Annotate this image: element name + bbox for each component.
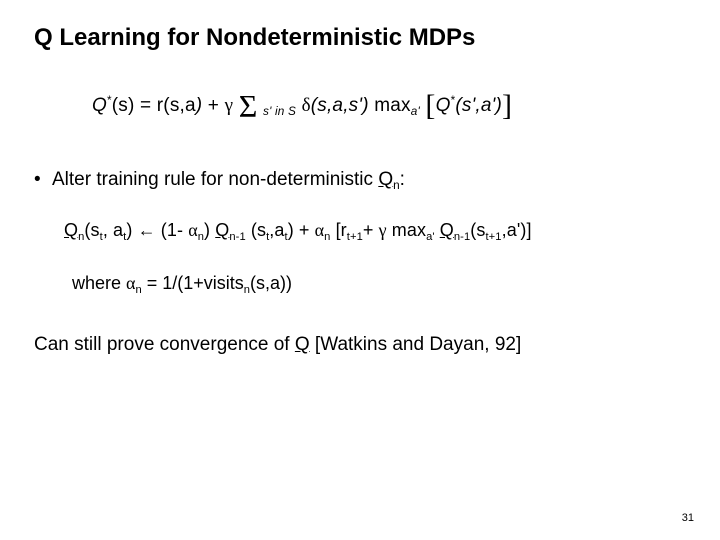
where-post: (s,a)) <box>250 273 292 293</box>
rule-nm1a: n-1 <box>229 231 245 243</box>
where-pre: where <box>72 273 126 293</box>
delta-symbol: δ <box>302 95 311 116</box>
bullet-alter-rule: •Alter training rule for non-determinist… <box>34 169 686 192</box>
eq-q2args: (s',a') <box>455 95 502 116</box>
bullet-Q: Q <box>378 169 393 190</box>
rule-comma-a2: ,a <box>269 220 284 240</box>
rule-tp1b: t+1 <box>485 231 501 243</box>
rule-args3: (s <box>470 220 485 240</box>
rule-nm1b: n-1 <box>454 231 470 243</box>
rule-args2: (s <box>246 220 266 240</box>
conv-cite: [Watkins and Dayan, 92] <box>310 334 522 355</box>
eq-plus: + <box>202 95 224 116</box>
sigma-symbol: Σ <box>239 88 258 124</box>
rule-plus: ) + <box>288 220 315 240</box>
where-mid: = 1/(1+visits <box>142 273 244 293</box>
eq-max: max <box>374 95 411 116</box>
rule-max: max <box>387 220 426 240</box>
convergence-line: Can still prove convergence of Q [Watkin… <box>34 334 686 356</box>
gamma-symbol-2: γ <box>379 220 387 240</box>
rule-args1: (s <box>84 220 99 240</box>
eq-eqr: = r(s,a <box>135 95 196 116</box>
gamma-symbol: γ <box>225 95 234 116</box>
right-bracket-icon: ] <box>502 89 512 122</box>
max-sub: a' <box>411 105 420 118</box>
rule-tp1a: t+1 <box>347 231 363 243</box>
rule-Q3: Q <box>440 220 454 240</box>
rule-comma-ap: ,a')] <box>502 220 532 240</box>
alpha-symbol-2: α <box>315 220 325 240</box>
bullet-colon: : <box>400 169 405 190</box>
page-number: 31 <box>682 512 694 524</box>
eq-sarg: (s) <box>112 95 135 116</box>
slide-title: Q Learning for Nondeterministic MDPs <box>34 24 686 52</box>
rule-plus2: + <box>363 220 379 240</box>
delta-args: (s,a,s') <box>311 95 375 116</box>
rule-Q1: Q <box>64 220 78 240</box>
alpha-symbol-1: α <box>188 220 198 240</box>
eq-Q: Q <box>92 95 107 116</box>
eq-Q2: Q <box>436 95 451 116</box>
rule-open1m: (1- <box>156 220 189 240</box>
sum-subscript: s' in S <box>263 105 296 118</box>
slide: Q Learning for Nondeterministic MDPs Q*(… <box>0 0 720 540</box>
bullet-pre: Alter training rule for non-deterministi… <box>52 169 378 190</box>
rule-close1: ) <box>126 220 137 240</box>
where-clause: where αn = 1/(1+visitsn(s,a)) <box>72 273 686 296</box>
left-arrow-icon: ← <box>138 220 156 240</box>
rule-aprime: a' <box>426 231 435 243</box>
q-star-equation: Q*(s) = r(s,a) + γ Σ s' in S δ(s,a,s') m… <box>92 88 686 125</box>
rule-close1m: ) <box>204 220 215 240</box>
rule-openbr: [r <box>330 220 346 240</box>
training-rule-equation: Qn(st, at) ← (1- αn) Qn-1 (st,at) + αn [… <box>64 220 686 243</box>
rule-comma-a1: , a <box>103 220 123 240</box>
rule-Q2: Q <box>215 220 229 240</box>
conv-pre: Can still prove convergence of <box>34 334 295 355</box>
conv-Q: Q <box>295 334 310 355</box>
left-bracket-icon: [ <box>425 89 435 122</box>
bullet-dot-icon: • <box>34 169 52 191</box>
